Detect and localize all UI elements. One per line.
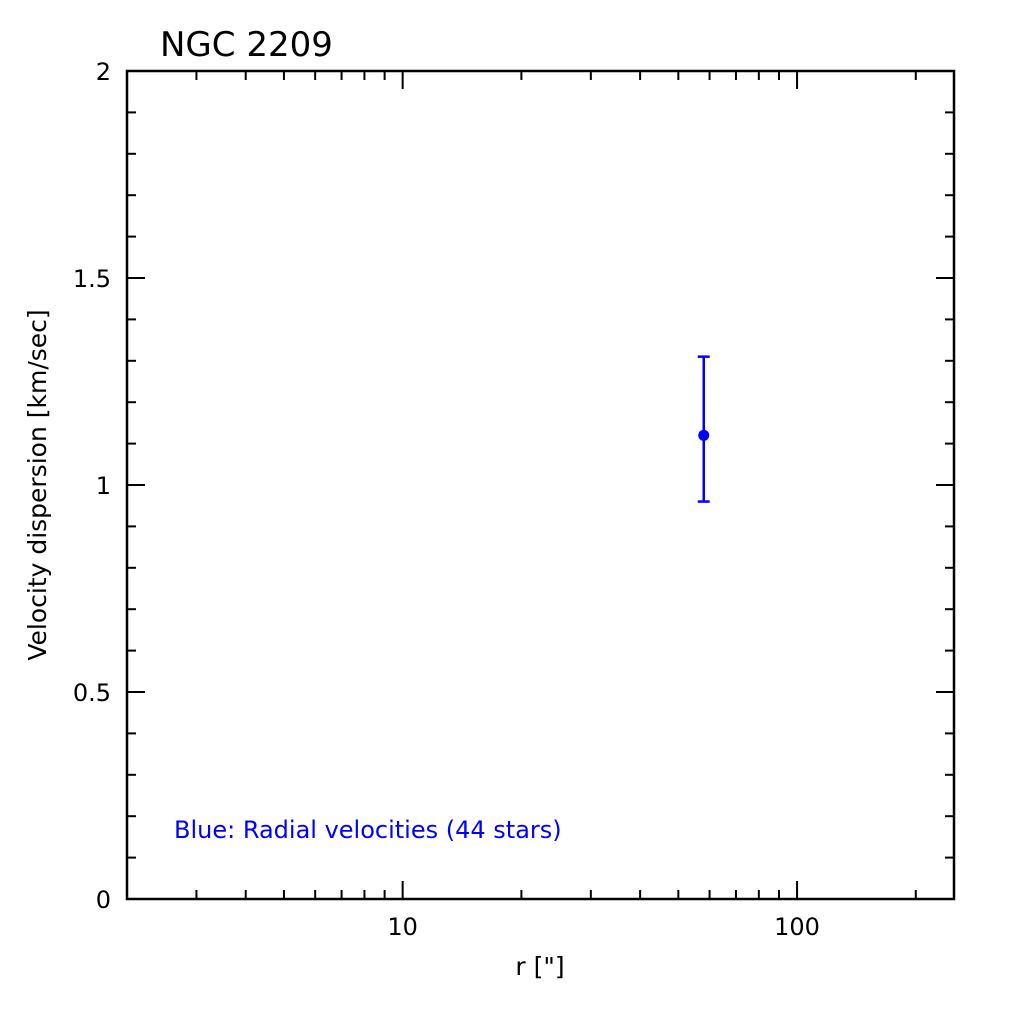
y-tick-label: 2 [96, 58, 111, 86]
y-tick-label: 1.5 [73, 265, 111, 293]
x-tick-label: 10 [387, 913, 418, 941]
axis-tick-labels: 10 100 0 0.5 1 1.5 2 [73, 58, 820, 941]
plot-frame [125, 69, 956, 901]
legend-annotation: Blue: Radial velocities (44 stars) [174, 816, 562, 844]
x-axis-label: r ["] [515, 952, 564, 981]
data-point [698, 429, 710, 441]
data-points [697, 355, 710, 503]
axis-ticks [126, 70, 954, 900]
chart-title: NGC 2209 [160, 25, 333, 65]
y-tick-label: 1 [96, 472, 111, 500]
y-tick-label: 0.5 [73, 679, 111, 707]
x-tick-label: 100 [774, 913, 820, 941]
y-axis-label: Velocity dispersion [km/sec] [23, 309, 52, 660]
y-tick-label: 0 [96, 886, 111, 914]
